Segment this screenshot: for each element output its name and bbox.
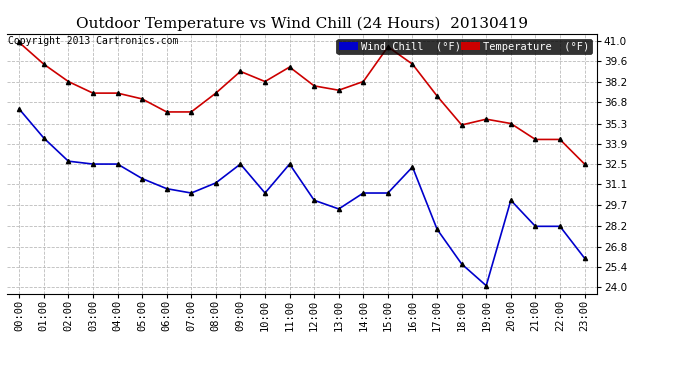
Title: Outdoor Temperature vs Wind Chill (24 Hours)  20130419: Outdoor Temperature vs Wind Chill (24 Ho… [76,17,528,31]
Text: Copyright 2013 Cartronics.com: Copyright 2013 Cartronics.com [8,36,179,46]
Legend: Wind Chill  (°F), Temperature  (°F): Wind Chill (°F), Temperature (°F) [337,39,591,54]
